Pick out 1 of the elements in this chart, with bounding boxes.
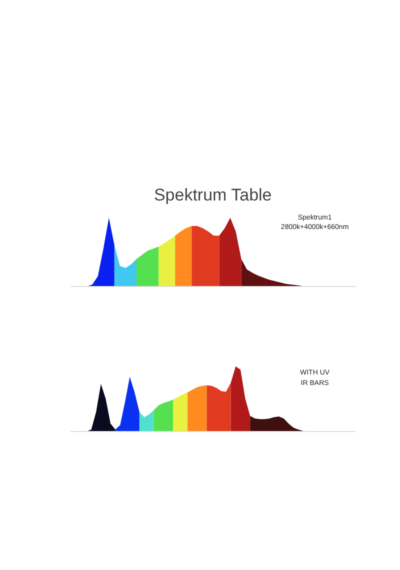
chart-title: Spektrum Table xyxy=(154,186,272,204)
